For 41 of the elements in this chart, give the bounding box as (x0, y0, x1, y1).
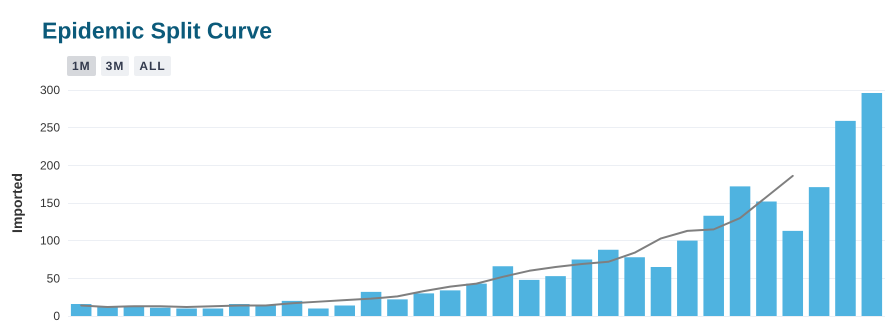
bar (650, 267, 672, 316)
bar (624, 257, 645, 316)
bar (703, 216, 724, 316)
y-tick-label: 250 (40, 120, 60, 135)
bar (440, 290, 460, 316)
bar (150, 308, 171, 316)
y-tick-label: 100 (40, 234, 60, 248)
bar (545, 276, 566, 316)
y-tick-label: 0 (53, 309, 60, 323)
bar (782, 230, 804, 316)
bar (70, 304, 92, 316)
bar (730, 186, 750, 316)
bar (97, 306, 118, 316)
bar (492, 266, 514, 316)
y-tick-label: 200 (40, 158, 60, 172)
chart-title: Epidemic Split Curve (42, 18, 272, 44)
bar (360, 292, 382, 316)
bar (466, 284, 487, 316)
text: 1M (67, 56, 96, 76)
bar (334, 305, 356, 316)
bar (518, 280, 540, 316)
y-tick-label: 300 (40, 83, 60, 97)
bar (756, 201, 777, 316)
bar (255, 305, 276, 316)
bar (414, 293, 434, 316)
y-tick-label: 50 (46, 271, 60, 286)
bar (387, 299, 408, 316)
bar (835, 120, 856, 316)
y-tick-label: 150 (40, 196, 60, 210)
bar (202, 308, 224, 316)
bar (572, 260, 592, 316)
line-series (80, 174, 794, 308)
text: 3M (100, 56, 130, 76)
bar (862, 93, 882, 316)
text: ALL (134, 56, 171, 76)
bar (176, 308, 197, 316)
bar (808, 187, 830, 316)
bar (308, 308, 329, 316)
bar (598, 250, 619, 316)
bar (677, 240, 698, 316)
y-axis-title: Imported (9, 173, 25, 233)
